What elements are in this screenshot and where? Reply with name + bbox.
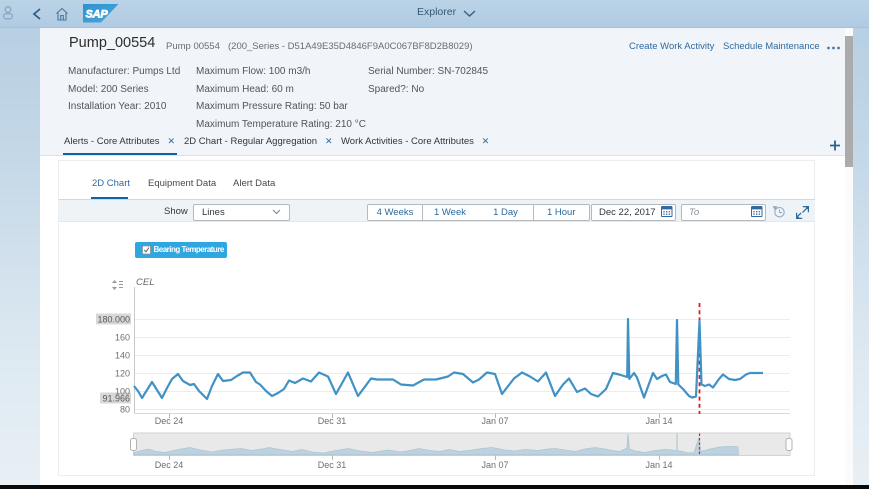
svg-text:CEL: CEL (136, 277, 154, 288)
svg-text:120: 120 (115, 369, 130, 379)
svg-text:SAP: SAP (86, 9, 109, 21)
svg-text:Jan 07: Jan 07 (481, 460, 508, 470)
svg-text:91.966: 91.966 (102, 394, 130, 404)
svg-text:100: 100 (115, 387, 130, 397)
svg-text:Dec 31: Dec 31 (318, 416, 347, 426)
svg-text:Jan 14: Jan 14 (645, 416, 672, 426)
svg-text:Dec 24: Dec 24 (155, 416, 184, 426)
svg-text:160: 160 (115, 333, 130, 343)
svg-text:Dec 24: Dec 24 (155, 460, 184, 470)
svg-text:80: 80 (120, 405, 130, 415)
svg-text:Dec 31: Dec 31 (318, 460, 347, 470)
svg-text:Jan 07: Jan 07 (481, 416, 508, 426)
svg-text:140: 140 (115, 351, 130, 361)
svg-text:Jan 14: Jan 14 (645, 460, 672, 470)
svg-text:180.000: 180.000 (97, 315, 130, 325)
